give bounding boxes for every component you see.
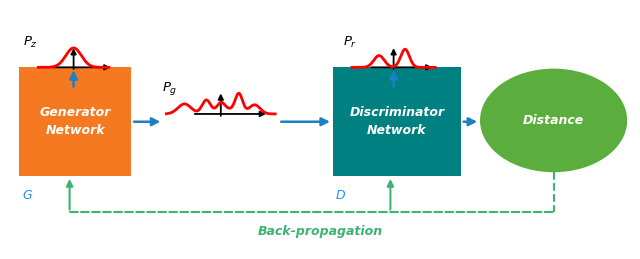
Text: $P_z$: $P_z$ (22, 35, 38, 50)
Text: $P_g$: $P_g$ (162, 80, 177, 97)
Ellipse shape (480, 69, 627, 172)
Text: Generator
Network: Generator Network (40, 106, 111, 137)
Text: $P_r$: $P_r$ (343, 35, 357, 50)
Text: Discriminator
Network: Discriminator Network (349, 106, 444, 137)
Text: Back-propagation: Back-propagation (257, 225, 383, 238)
FancyBboxPatch shape (19, 67, 131, 176)
Text: D: D (336, 189, 346, 203)
FancyBboxPatch shape (333, 67, 461, 176)
Text: Distance: Distance (523, 114, 584, 127)
Text: G: G (22, 189, 32, 203)
